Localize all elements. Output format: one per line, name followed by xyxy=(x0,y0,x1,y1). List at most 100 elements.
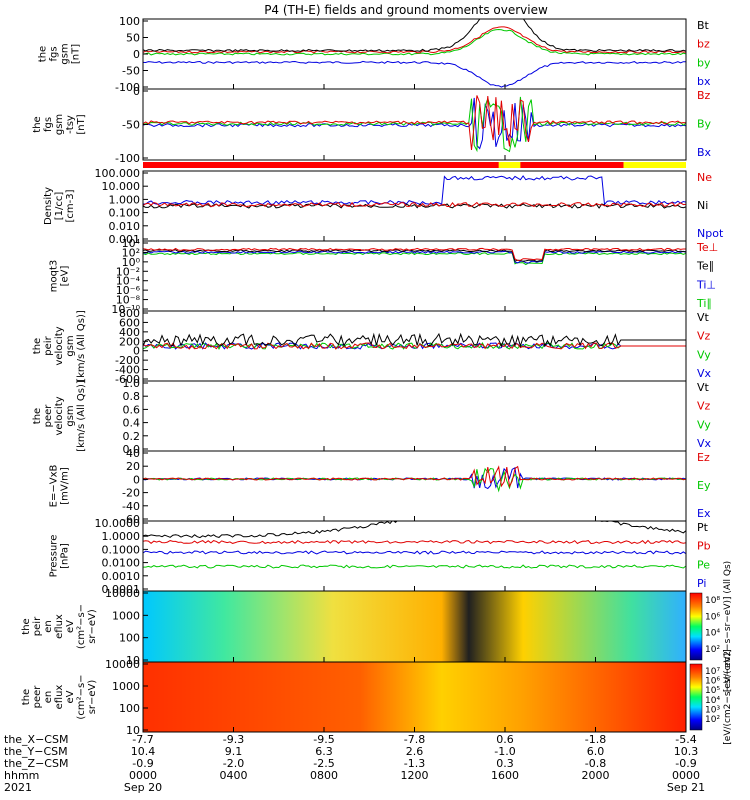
footer-value: 0800 xyxy=(310,769,338,782)
y-axis-label-line: sr−eV) xyxy=(87,609,98,644)
y-tick-label: -50 xyxy=(122,65,140,78)
footer-value: -2.0 xyxy=(223,757,244,770)
footer-value: 0000 xyxy=(129,769,157,782)
y-tick-label: 10 xyxy=(126,654,140,667)
colorbar-tick-label: 10⁶ xyxy=(705,612,720,622)
y-tick-label: 100 xyxy=(119,702,140,715)
y-axis-label: E=−VxB [mV/m] xyxy=(49,465,71,508)
y-tick-label: 0.0 xyxy=(123,443,141,456)
legend-vy: Vy xyxy=(697,348,711,361)
footer-value: 2000 xyxy=(582,769,610,782)
footer-value: -7.7 xyxy=(132,733,153,746)
legend-ex: Ex xyxy=(697,507,711,520)
y-axis-label-line: [mV/m] xyxy=(60,467,71,505)
y-axis-label-line: eflux xyxy=(54,685,65,710)
trace-ne xyxy=(143,201,686,208)
footer-value: -2.5 xyxy=(313,757,334,770)
y-axis-label-line: gsm xyxy=(54,114,65,135)
legend-by: By xyxy=(697,118,712,131)
footer-date: Sep 20 xyxy=(124,781,162,794)
y-axis-label: the peir en eflux eV (cm²−s− sr−eV) xyxy=(21,604,98,649)
y-tick-label: -100 xyxy=(115,81,140,94)
y-axis-label: Density [1/cc] [cm-3] xyxy=(43,187,76,225)
y-tick-label: -20 xyxy=(122,487,140,500)
y-axis-label-line: [km/s (All Qs)] xyxy=(76,380,87,452)
y-axis-label-line: (cm²−s− xyxy=(76,604,87,649)
colorbar-label-text: [eV/(cm2−s−sr−eV)] xyxy=(723,649,733,745)
region-bar-yellow xyxy=(623,162,686,168)
y-tick-label: 1.0000 xyxy=(102,530,141,543)
y-axis-label-line: [nT] xyxy=(76,114,87,134)
y-tick-label: 1.0 xyxy=(123,377,141,390)
y-axis-label-line: fgs xyxy=(49,46,60,61)
colorbar-tick-label: 10² xyxy=(705,645,720,655)
legend-vt: Vt xyxy=(697,311,710,324)
legend-ey: Ey xyxy=(697,479,711,492)
y-axis-label-line: the xyxy=(32,408,43,424)
y-axis-label-line: gsm xyxy=(65,405,76,426)
panel-plot xyxy=(143,662,686,732)
y-axis-label-line: peer xyxy=(32,685,43,709)
y-tick-label: 100 xyxy=(119,15,140,28)
y-axis-label: the peer en eflux eV (cm²−s− sr−eV) xyxy=(21,674,98,719)
y-axis-label: the peer velocity gsm [km/s (All Qs)] xyxy=(32,380,87,452)
y-tick-label: 10⁻⁴ xyxy=(116,275,141,288)
chart-title: P4 (TH-E) fields and ground moments over… xyxy=(264,3,548,17)
colorbar xyxy=(689,663,703,731)
y-tick-label: 10.0000 xyxy=(95,517,141,530)
trace-vz xyxy=(143,342,686,350)
panel-plot xyxy=(143,247,686,266)
trace-pb xyxy=(143,539,686,545)
footer-year: 2021 xyxy=(4,781,32,794)
y-axis-label: the fgs gsm [nT] xyxy=(38,43,82,64)
legend-vx: Vx xyxy=(697,367,712,380)
y-axis-label-line: peir xyxy=(43,335,54,355)
footer-value: -1.3 xyxy=(404,757,425,770)
panel-10: 10000 1000 100 10 the peer en eflux eV (cm²−s− sr−… xyxy=(21,649,733,745)
y-tick-label: 10⁻⁶ xyxy=(116,284,141,297)
legend-ez: Ez xyxy=(697,451,710,464)
footer-value: 10.3 xyxy=(674,745,699,758)
footer-value: -5.4 xyxy=(675,733,696,746)
y-axis-label: moqt3 [eV] xyxy=(49,260,71,293)
y-axis-label-line: the xyxy=(38,46,49,62)
y-axis-label-line: [1/cc] xyxy=(54,192,65,221)
y-tick-label: 100 xyxy=(119,632,140,645)
y-axis-label-line: the xyxy=(32,338,43,354)
y-axis-label-line: [km/s (All Qs)] xyxy=(76,310,87,382)
trace-te⊥ xyxy=(143,247,686,261)
legend-pt: Pt xyxy=(697,521,709,534)
trace-te∥ xyxy=(143,249,686,263)
colorbar-label-text: [eV/(cm2−s−sr−eV)] (All Qs) xyxy=(723,561,733,692)
panel-plot xyxy=(143,465,686,493)
footer-value: 0.6 xyxy=(496,733,514,746)
y-tick-label: 10⁰ xyxy=(122,256,141,269)
y-tick-label: 10000 xyxy=(105,587,140,600)
y-tick-label: 0 xyxy=(133,345,140,358)
legend-pe: Pe xyxy=(697,558,710,571)
colorbar-tick-label: 10⁵ xyxy=(705,686,720,696)
y-axis-label-line: en xyxy=(43,691,54,704)
y-tick-label: 0.1000 xyxy=(102,543,141,556)
legend-te⊥: Te⊥ xyxy=(696,241,718,254)
colorbar-tick-label: 10⁴ xyxy=(705,696,720,706)
footer-value: -7.8 xyxy=(404,733,425,746)
y-axis-label: the fgs gsm -tsy [nT] xyxy=(32,114,87,135)
legend-npot: Npot xyxy=(697,227,724,240)
footer-value: -0.9 xyxy=(675,757,696,770)
y-tick-label: -400 xyxy=(115,364,140,377)
y-axis-label-line: moqt3 xyxy=(49,260,60,293)
y-tick-label: 600 xyxy=(119,316,140,329)
trace-vt xyxy=(143,332,686,348)
y-axis-label-line: the xyxy=(21,689,32,705)
footer-value: 6.3 xyxy=(315,745,333,758)
y-tick-label: 0.001 xyxy=(109,233,141,246)
trace-by xyxy=(143,96,686,153)
y-tick-label: 20 xyxy=(126,460,140,473)
legend-ti⊥: Ti⊥ xyxy=(696,278,716,291)
y-tick-label: 10.000 xyxy=(102,180,141,193)
y-tick-label: -50 xyxy=(122,119,140,132)
colorbar-tick-label: 10³ xyxy=(705,705,720,715)
panel-frame xyxy=(142,520,687,592)
